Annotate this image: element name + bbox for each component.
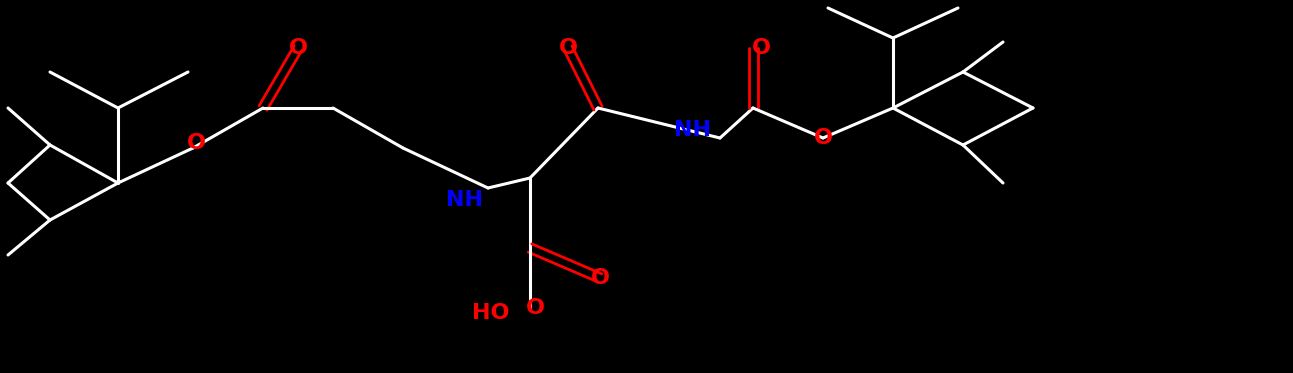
Text: O: O <box>559 38 578 58</box>
Text: O: O <box>591 268 609 288</box>
Text: O: O <box>186 133 206 153</box>
Text: O: O <box>525 298 544 318</box>
Text: HO: HO <box>472 303 509 323</box>
Text: O: O <box>288 38 308 58</box>
Text: O: O <box>813 128 833 148</box>
Text: NH: NH <box>446 190 484 210</box>
Text: O: O <box>751 38 771 58</box>
Text: NH: NH <box>675 120 711 140</box>
